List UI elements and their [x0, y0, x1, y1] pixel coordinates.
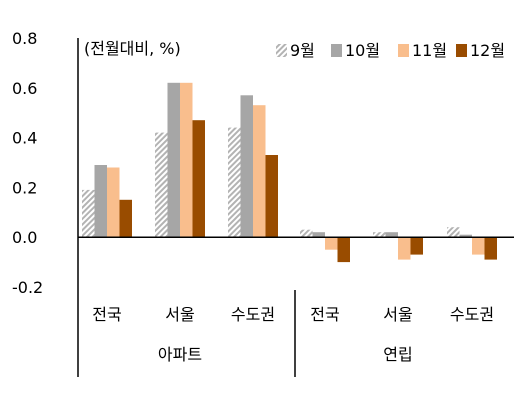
bar [82, 189, 95, 238]
y-axis: 0.8 0.6 0.4 0.2 0.0 -0.2 [12, 29, 43, 297]
bar [373, 232, 386, 238]
bar [167, 82, 180, 238]
y-tick-label: 0.4 [12, 129, 37, 148]
bar [253, 105, 266, 238]
bar [265, 155, 278, 238]
bars [82, 82, 497, 263]
category-label: 서울 [383, 305, 412, 324]
legend-swatch [456, 44, 467, 57]
bar [192, 120, 205, 238]
bar [410, 237, 423, 255]
y-tick-label: 0.6 [12, 79, 37, 98]
category-label: 서울 [165, 305, 194, 324]
bar [325, 237, 338, 250]
category-labels: 전국 서울 수도권 전국 서울 수도권 [92, 305, 494, 324]
y-tick-label: 0.8 [12, 29, 37, 48]
legend-label: 11월 [412, 41, 447, 60]
group-label: 연립 [383, 345, 412, 364]
bar [398, 237, 411, 260]
y-tick-label: 0.0 [12, 228, 37, 247]
legend-swatch [331, 44, 342, 57]
bar [119, 199, 132, 238]
category-label: 수도권 [450, 305, 494, 324]
legend-label: 9월 [290, 41, 315, 60]
bar [385, 232, 398, 238]
unit-label: (전월대비, %) [84, 39, 181, 58]
bar [107, 167, 120, 238]
legend-swatch [276, 44, 287, 57]
bar [472, 237, 485, 255]
bar [312, 232, 325, 238]
bar [180, 82, 193, 238]
bar [94, 165, 107, 238]
y-tick-label: -0.2 [12, 278, 43, 297]
bar [447, 227, 460, 238]
bar [459, 234, 472, 238]
axis-lines [77, 38, 514, 377]
category-label: 전국 [310, 305, 339, 324]
y-tick-label: 0.2 [12, 178, 37, 197]
group-labels: 아파트 연립 [158, 345, 413, 364]
bar [484, 237, 497, 260]
legend-label: 10월 [345, 41, 380, 60]
legend-label: 12월 [470, 41, 505, 60]
group-label: 아파트 [158, 345, 202, 364]
bar [155, 132, 168, 238]
bar [337, 237, 350, 263]
bar [228, 127, 241, 238]
category-label: 전국 [92, 305, 121, 324]
bar [300, 229, 313, 238]
bar [240, 95, 253, 238]
category-label: 수도권 [231, 305, 275, 324]
legend: 9월 10월 11월 12월 [276, 41, 505, 60]
legend-swatch [398, 44, 409, 57]
